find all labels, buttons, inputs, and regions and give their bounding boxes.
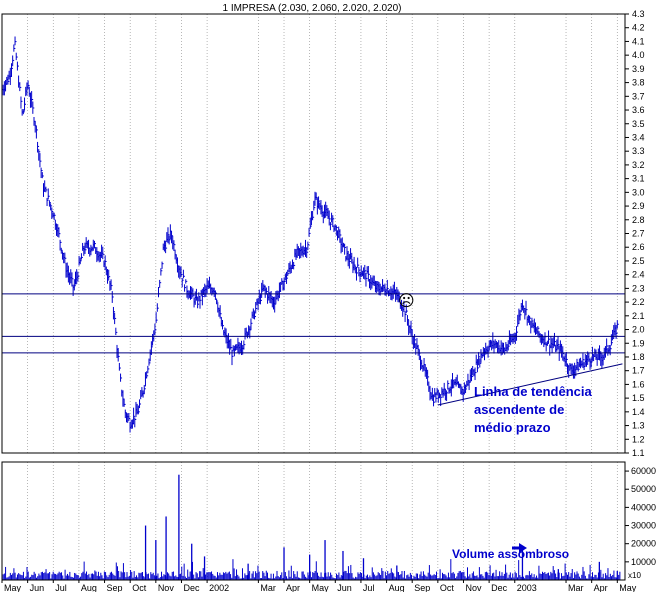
volume-tick-label-4: 20000	[631, 539, 656, 549]
price-tick-label-3: 4.0	[632, 50, 645, 60]
x-tick-label-13: Jul	[363, 583, 375, 592]
x-tick-label-2: Jul	[55, 583, 67, 592]
price-tick-label-12: 3.1	[632, 174, 645, 184]
trend-line	[437, 363, 623, 406]
price-tick-label-19: 2.4	[632, 270, 645, 280]
volume-pane-frame	[1, 461, 626, 581]
chart-title: 1 IMPRESA (2.030, 2.060, 2.020, 2.020)	[222, 3, 401, 14]
volume-tick-label-5: 10000	[631, 557, 656, 567]
x-tick-label-18: Dec	[491, 583, 508, 592]
price-tick-label-11: 3.2	[632, 160, 645, 170]
price-tick-label-9: 3.4	[632, 132, 645, 142]
price-tick-label-27: 1.6	[632, 379, 645, 389]
x-tick-label-5: Oct	[132, 583, 147, 592]
x-tick-label-3: Aug	[81, 583, 97, 592]
x-tick-label-19: 2003	[517, 583, 537, 592]
smiley-annotation: ☹	[398, 293, 415, 310]
price-tick-label-5: 3.8	[632, 78, 645, 88]
price-tick-label-20: 2.3	[632, 283, 645, 293]
x-tick-label-4: Sep	[107, 583, 123, 592]
volume-tick-label-2: 40000	[631, 502, 656, 512]
x-tick-label-9: Mar	[260, 583, 276, 592]
price-tick-label-8: 3.5	[632, 119, 645, 129]
x-tick-label-16: Oct	[440, 583, 455, 592]
price-tick-label-24: 1.9	[632, 338, 645, 348]
x-tick-label-12: Jun	[337, 583, 352, 592]
x-tick-label-10: Apr	[286, 583, 300, 592]
trend-annotation-line-1: Linha de tendência	[474, 384, 593, 399]
price-tick-label-0: 4.3	[632, 9, 645, 19]
price-tick-label-32: 1.1	[632, 448, 645, 458]
price-tick-label-4: 3.9	[632, 64, 645, 74]
x-tick-label-0: May	[4, 583, 22, 592]
x-tick-label-14: Aug	[389, 583, 405, 592]
price-tick-label-1: 4.2	[632, 23, 645, 33]
price-tick-label-14: 2.9	[632, 201, 645, 211]
price-tick-label-25: 1.8	[632, 352, 645, 362]
price-tick-label-28: 1.5	[632, 393, 645, 403]
x-tick-label-6: Nov	[158, 583, 175, 592]
volume-tick-label-3: 30000	[631, 521, 656, 531]
x-tick-label-17: Nov	[465, 583, 482, 592]
volume-tick-label-1: 50000	[631, 484, 656, 494]
x-tick-label-7: Dec	[183, 583, 200, 592]
price-tick-label-21: 2.2	[632, 297, 645, 307]
price-tick-label-26: 1.7	[632, 366, 645, 376]
price-tick-label-2: 4.1	[632, 36, 645, 46]
price-tick-label-29: 1.4	[632, 407, 645, 417]
price-tick-label-23: 2.0	[632, 325, 645, 335]
price-tick-label-13: 3.0	[632, 187, 645, 197]
volume-arrow-icon	[519, 543, 527, 553]
trend-annotation-line-3: médio prazo	[474, 420, 551, 435]
price-tick-label-22: 2.1	[632, 311, 645, 321]
x-tick-label-1: Jun	[30, 583, 45, 592]
x-tick-label-22: May	[619, 583, 637, 592]
price-tick-label-17: 2.6	[632, 242, 645, 252]
x-tick-label-8: 2002	[209, 583, 229, 592]
x-tick-label-20: Mar	[568, 583, 584, 592]
x-tick-label-11: May	[312, 583, 330, 592]
volume-annotation: Volume assombroso	[452, 547, 569, 561]
price-tick-label-18: 2.5	[632, 256, 645, 266]
volume-unit-label: x10	[628, 571, 641, 580]
price-tick-label-10: 3.3	[632, 146, 645, 156]
price-tick-label-7: 3.6	[632, 105, 645, 115]
price-tick-label-16: 2.7	[632, 229, 645, 239]
volume-tick-label-0: 60000	[631, 466, 656, 476]
price-tick-label-15: 2.8	[632, 215, 645, 225]
x-tick-label-21: Apr	[594, 583, 608, 592]
price-tick-label-31: 1.2	[632, 434, 645, 444]
x-tick-label-15: Sep	[414, 583, 430, 592]
price-tick-label-30: 1.3	[632, 421, 645, 431]
price-tick-label-6: 3.7	[632, 91, 645, 101]
trend-annotation-line-2: ascendente de	[474, 402, 564, 417]
